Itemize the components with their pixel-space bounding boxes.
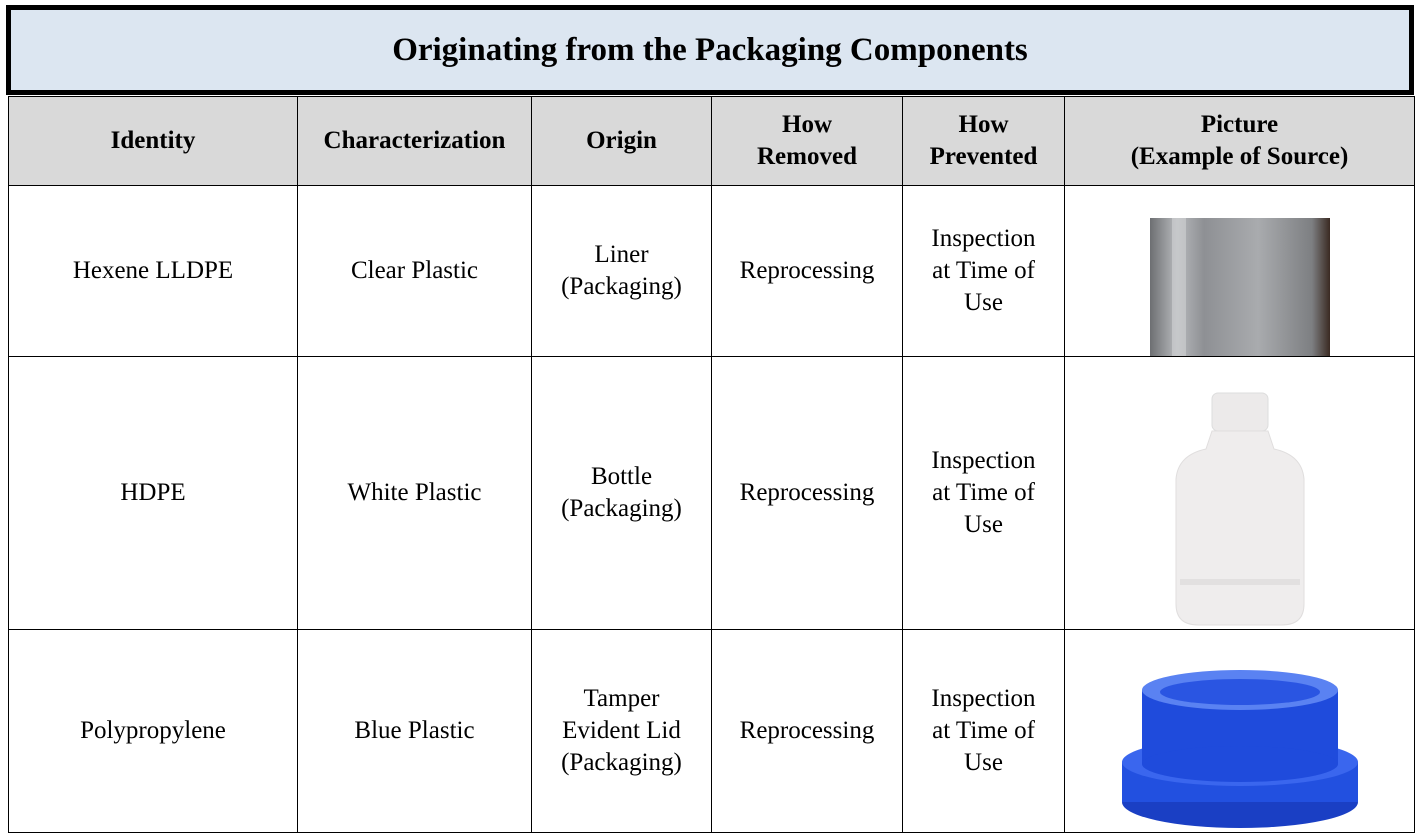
header-cell: Identity [8, 96, 298, 186]
header-cell: Characterization [297, 96, 532, 186]
cell: Inspection at Time of Use [902, 185, 1065, 357]
row: Polypropylene Blue Plastic Tamper Eviden… [8, 629, 1415, 833]
picture-cell [1064, 629, 1415, 833]
header-cell: How Removed [711, 96, 903, 186]
cell: Hexene LLDPE [8, 185, 298, 357]
cell: Inspection at Time of Use [902, 356, 1065, 630]
cell: Reprocessing [711, 185, 903, 357]
page: Originating from the Packaging Component… [6, 5, 1415, 833]
header-cell: Origin [531, 96, 712, 186]
header-row: Identity Characterization Origin How Rem… [8, 96, 1415, 186]
cell: White Plastic [297, 356, 532, 630]
cell: Tamper Evident Lid (Packaging) [531, 629, 712, 833]
lid-picture [1121, 670, 1358, 828]
cell: Blue Plastic [297, 629, 532, 833]
bottle-picture [1175, 392, 1304, 626]
picture-cell [1064, 356, 1415, 630]
table: Identity Characterization Origin How Rem… [8, 96, 1415, 833]
liner-picture [1149, 218, 1330, 356]
picture-cell [1064, 185, 1415, 357]
title: Originating from the Packaging Component… [6, 5, 1414, 95]
cell: Reprocessing [711, 629, 903, 833]
header-cell: How Prevented [902, 96, 1065, 186]
cell: Polypropylene [8, 629, 298, 833]
cell: HDPE [8, 356, 298, 630]
header-cell: Picture (Example of Source) [1064, 96, 1415, 186]
cell: Clear Plastic [297, 185, 532, 357]
cell: Liner (Packaging) [531, 185, 712, 357]
cell: Inspection at Time of Use [902, 629, 1065, 833]
row: Hexene LLDPE Clear Plastic Liner (Packag… [8, 185, 1415, 357]
row: HDPE White Plastic Bottle (Packaging) Re… [8, 356, 1415, 630]
cell: Reprocessing [711, 356, 903, 630]
cell: Bottle (Packaging) [531, 356, 712, 630]
